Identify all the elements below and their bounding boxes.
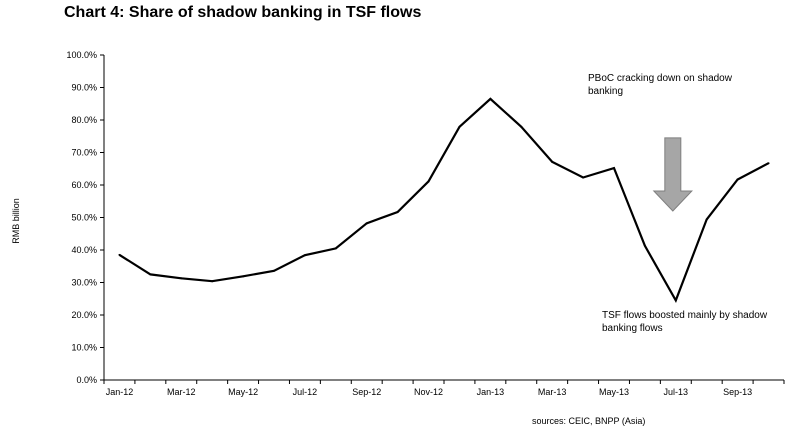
- data-point: [520, 125, 523, 128]
- x-tick-label: Nov-12: [414, 387, 443, 397]
- data-point: [180, 277, 183, 280]
- x-axis: Jan-12 Mar-12 May-12 Jul-12 Sep-12 Nov-12 Jan-…: [103, 379, 785, 397]
- y-tick-label: 60.0%: [71, 180, 97, 190]
- data-point: [643, 244, 646, 247]
- x-tick-label: Jan-12: [106, 387, 134, 397]
- x-tick-label: Mar-12: [167, 387, 196, 397]
- y-tick-label: 70.0%: [71, 148, 97, 158]
- data-point: [334, 247, 337, 250]
- data-point: [118, 253, 121, 256]
- data-point: [767, 162, 770, 165]
- data-point: [551, 160, 554, 163]
- source-note: sources: CEIC, BNPP (Asia): [532, 416, 646, 426]
- annotation-pboc-crackdown: PBoC cracking down on shadow banking: [588, 72, 732, 98]
- data-point: [273, 269, 275, 272]
- y-tick-label: 50.0%: [71, 213, 97, 223]
- y-tick-label: 100.0%: [66, 50, 97, 60]
- x-tick-label: Jul-12: [293, 387, 318, 397]
- x-tick-label: Sep-12: [352, 387, 381, 397]
- x-tick-label: Sep-13: [723, 387, 752, 397]
- annotation-pboc-line-2: banking: [588, 86, 624, 97]
- data-point: [582, 176, 585, 179]
- y-tick-label: 0.0%: [76, 375, 97, 385]
- data-point: [458, 125, 461, 128]
- y-tick-label: 80.0%: [71, 115, 97, 125]
- x-tick-label: Mar-13: [538, 387, 567, 397]
- down-arrow-icon: [652, 137, 693, 212]
- annotation-tsf-flows: TSF flows boosted mainly by shadow banki…: [602, 309, 767, 335]
- annotation-tsf-line-1: TSF flows boosted mainly by shadow: [602, 310, 768, 321]
- y-tick-label: 90.0%: [71, 83, 97, 93]
- y-tick-label: 20.0%: [71, 310, 97, 320]
- data-point: [736, 178, 739, 181]
- x-tick-label: Jan-13: [477, 387, 505, 397]
- x-tick-label: May-13: [599, 387, 629, 397]
- x-tick-label: May-12: [228, 387, 258, 397]
- y-tick-label: 40.0%: [71, 245, 97, 255]
- y-tick-label: 30.0%: [71, 278, 97, 288]
- data-point: [149, 273, 152, 276]
- chart-title: Chart 4: Share of shadow banking in TSF …: [64, 4, 422, 21]
- series-group: [118, 97, 770, 303]
- data-point: [427, 180, 430, 183]
- annotation-pboc-line-1: PBoC cracking down on shadow: [588, 73, 732, 84]
- annotation-tsf-line-2: banking flows: [602, 323, 663, 334]
- data-point: [303, 254, 306, 257]
- data-point: [211, 280, 214, 283]
- data-point: [613, 167, 615, 170]
- series-line: [118, 97, 770, 303]
- data-point: [242, 275, 245, 278]
- data-point: [674, 299, 677, 302]
- data-point: [489, 97, 492, 100]
- data-point: [396, 210, 399, 213]
- y-axis-label: RMB billion: [11, 198, 21, 244]
- y-tick-label: 10.0%: [71, 343, 97, 353]
- x-tick-label: Jul-13: [664, 387, 689, 397]
- data-point: [365, 222, 368, 225]
- y-axis: 0.0% 10.0% 20.0% 30.0% 40.0% 50.0% 60.0% 70.0% 8…: [66, 50, 105, 385]
- data-point: [705, 218, 708, 221]
- crackdown-arrow: [652, 137, 693, 212]
